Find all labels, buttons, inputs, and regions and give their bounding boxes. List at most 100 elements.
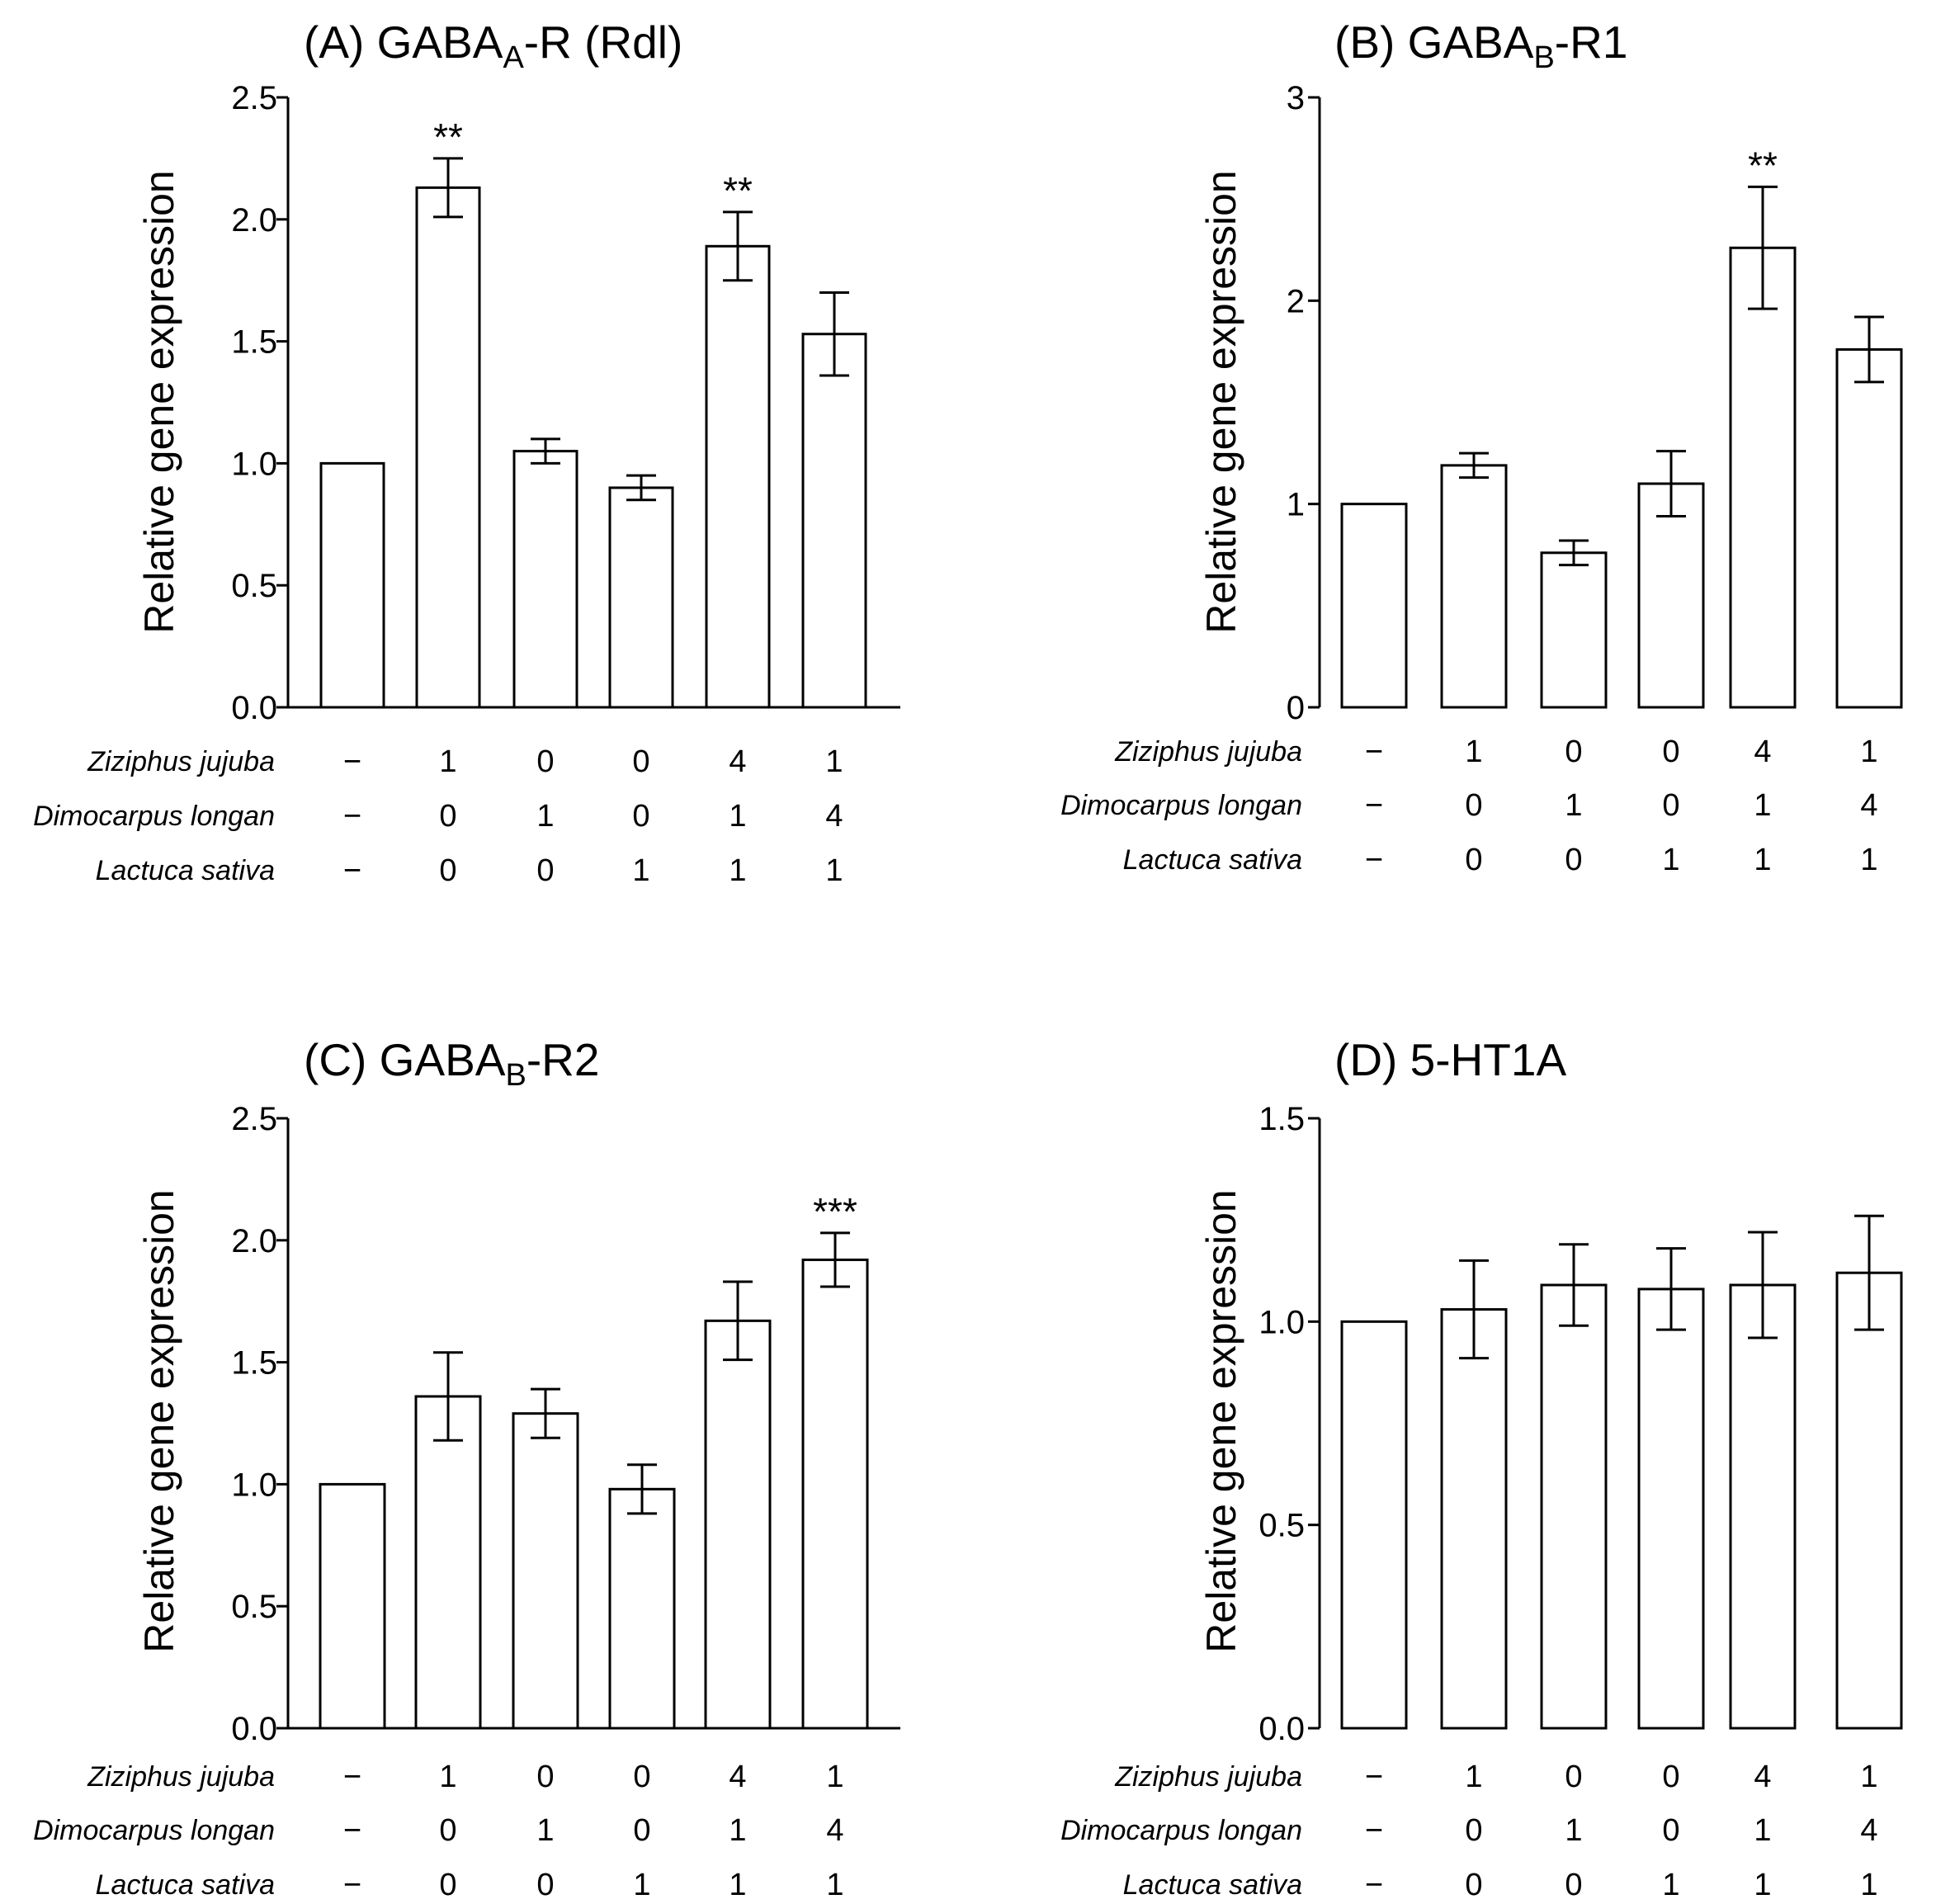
treatment-value: 1 (826, 1760, 843, 1794)
y-tick-label: 0.5 (231, 568, 277, 604)
treatment-value: 0 (536, 1760, 554, 1794)
bar (1835, 1271, 1903, 1730)
treatment-row-label: Dimocarpus longan (1060, 790, 1302, 821)
treatment-value: 1 (1754, 1813, 1771, 1848)
panel-title: (B) GABAB-R1 (1334, 17, 1627, 75)
bar (704, 1319, 772, 1730)
bar (1440, 1308, 1508, 1730)
y-tick-label: 1.0 (231, 1467, 277, 1503)
bar (608, 1487, 676, 1730)
treatment-value: 0 (1662, 735, 1679, 769)
bar (512, 450, 578, 709)
bar (1637, 1287, 1705, 1730)
bar (512, 1412, 579, 1730)
bar (1440, 464, 1508, 709)
treatment-value: 4 (729, 744, 746, 779)
treatment-value: 0 (1565, 1760, 1582, 1794)
bar (415, 186, 481, 709)
treatment-value: − (343, 1760, 361, 1794)
treatment-value: 1 (1754, 1868, 1771, 1902)
panel-title-main: (B) GABA (1334, 17, 1534, 68)
panel-title: (A) GABAA-R (Rdl) (304, 17, 682, 75)
panel-d: (D) 5-HT1A Relative gene expression 0.0 0.5… (1060, 1034, 1903, 1902)
treatment-value: 0 (1465, 843, 1482, 877)
treatment-value: 0 (1565, 735, 1582, 769)
treatment-value: 1 (729, 1813, 746, 1848)
treatment-row-label: Dimocarpus longan (33, 801, 275, 832)
treatment-value: 1 (826, 1868, 843, 1902)
significance-label: ** (433, 116, 463, 158)
y-tick-label: 1.5 (231, 1345, 277, 1382)
y-tick-label: 1 (1287, 487, 1305, 523)
y-axis-label: Relative gene expression (136, 170, 182, 633)
y-tick-label: 1.5 (231, 324, 277, 361)
treatment-value: 0 (1465, 1813, 1482, 1848)
y-tick-label: 2 (1287, 283, 1305, 319)
treatment-value: 1 (729, 1868, 746, 1902)
treatment-value: − (343, 1868, 361, 1902)
treatment-value: 0 (536, 853, 554, 888)
treatment-row-label: Lactuca sativa (96, 1869, 275, 1901)
treatment-value: 0 (1565, 843, 1582, 877)
y-tick-label: 1.0 (1258, 1304, 1305, 1340)
treatment-value: 4 (1754, 1760, 1771, 1794)
panel-title-main: (A) GABA (304, 17, 503, 68)
treatment-value: 4 (729, 1760, 746, 1794)
treatment-value: 0 (439, 1813, 456, 1848)
y-tick-label: 0.0 (231, 690, 277, 726)
treatment-value: 1 (729, 799, 746, 834)
y-tick-label: 0.0 (1258, 1711, 1305, 1747)
treatment-value: 4 (1860, 1813, 1877, 1848)
treatment-value: − (1365, 788, 1383, 823)
panel-title-suffix: -R1 (1555, 17, 1628, 68)
panel-title: (D) 5-HT1A (1334, 1034, 1566, 1085)
treatment-value: 1 (536, 1813, 554, 1848)
treatment-value: − (343, 744, 361, 779)
significance-label: ** (1748, 144, 1778, 187)
treatment-value: 1 (1754, 843, 1771, 877)
treatment-value: − (343, 799, 361, 834)
treatment-row-label: Lactuca sativa (96, 855, 275, 886)
bar (319, 1482, 386, 1730)
treatment-value: 1 (439, 1760, 456, 1794)
treatment-row-label: Ziziphus jujuba (87, 746, 275, 777)
treatment-value: 0 (1662, 788, 1679, 823)
bar (1340, 1320, 1408, 1730)
panel-c: (C) GABAB-R2 Relative gene expression 0.0 0… (33, 1034, 900, 1902)
bar (801, 333, 867, 709)
treatment-value: 0 (1662, 1813, 1679, 1848)
bar (319, 461, 385, 709)
treatment-value: 1 (632, 853, 649, 888)
treatment-value: 1 (439, 744, 456, 779)
treatment-value: 0 (439, 799, 456, 834)
y-tick-label: 0.5 (1258, 1508, 1305, 1544)
treatment-value: 0 (439, 1868, 456, 1902)
treatment-value: 1 (825, 744, 843, 779)
panel-title-main: (D) 5-HT1A (1334, 1034, 1566, 1085)
treatment-value: − (1365, 1760, 1383, 1794)
treatment-value: 0 (1465, 788, 1482, 823)
bar (1540, 551, 1608, 709)
treatment-value: − (1365, 843, 1383, 877)
significance-label: ** (723, 169, 753, 212)
panel-b: (B) GABAB-R1 Relative gene expression 0 1 2 3… (1060, 17, 1903, 877)
bar (608, 486, 674, 709)
y-tick-label: 2.0 (231, 1223, 277, 1259)
treatment-value: 4 (826, 1813, 843, 1848)
treatment-value: − (343, 853, 361, 888)
treatment-value: 1 (1662, 1868, 1679, 1902)
bar (1540, 1283, 1608, 1730)
panel-title-suffix: -R2 (527, 1034, 600, 1085)
treatment-row-label: Ziziphus jujuba (87, 1761, 275, 1793)
y-axis-label: Relative gene expression (1198, 1189, 1244, 1652)
bar (705, 244, 771, 709)
treatment-value: 0 (633, 1760, 650, 1794)
treatment-value: − (1365, 735, 1383, 769)
treatment-value: 0 (536, 1868, 554, 1902)
treatment-value: 0 (536, 744, 554, 779)
treatment-value: 1 (1465, 1760, 1482, 1794)
treatment-value: 1 (825, 853, 843, 888)
treatment-value: 0 (633, 1813, 650, 1848)
treatment-row-label: Lactuca sativa (1123, 1869, 1302, 1901)
